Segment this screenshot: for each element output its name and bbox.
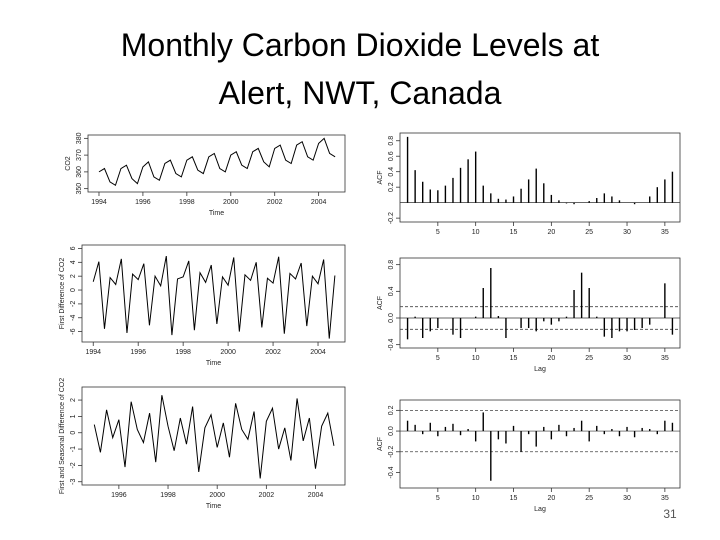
y-tick-label: 0.6: [388, 151, 395, 161]
x-tick-label: 2004: [308, 492, 324, 499]
y-axis-label: ACF: [377, 437, 384, 451]
y-axis-label: ACF: [377, 171, 384, 185]
x-tick-label: 10: [472, 229, 480, 236]
x-tick-label: 1998: [160, 492, 176, 499]
x-tick-label: 35: [661, 355, 669, 362]
y-tick-label: 380: [76, 132, 83, 144]
y-tick-label: 0.0: [388, 313, 395, 323]
x-tick-label: 15: [510, 355, 518, 362]
y-axis-label: ACF: [377, 296, 384, 310]
x-tick-label: 10: [472, 495, 480, 502]
x-tick-label: 15: [510, 495, 518, 502]
y-tick-label: 360: [76, 166, 83, 178]
y-tick-label: 0.2: [388, 182, 395, 192]
y-tick-label: 0.4: [388, 167, 395, 177]
x-tick-label: 2002: [265, 349, 281, 356]
y-tick-label: -0.4: [388, 339, 395, 351]
plot-frame: [399, 399, 681, 489]
x-tick-label: 25: [585, 495, 593, 502]
x-tick-label: 25: [585, 355, 593, 362]
x-tick-label: 2002: [267, 199, 283, 206]
x-tick-label: 1996: [111, 492, 127, 499]
y-tick-label: 0.4: [388, 286, 395, 296]
y-tick-label: 2: [70, 274, 77, 278]
x-tick-label: 25: [585, 229, 593, 236]
y-tick-label: 370: [76, 149, 83, 161]
x-tick-label: 20: [547, 355, 555, 362]
plot-frame: [87, 134, 346, 193]
series-line: [92, 255, 336, 339]
x-tick-label: 2000: [223, 199, 239, 206]
y-tick-label: 0.8: [388, 136, 395, 146]
y-tick-label: -3: [70, 479, 77, 485]
x-tick-label: 2004: [311, 199, 327, 206]
series-line: [98, 137, 336, 187]
y-tick-label: 0.8: [388, 260, 395, 270]
y-axis-label: First Difference of CO2: [59, 258, 66, 330]
y-tick-label: 350: [76, 183, 83, 195]
x-tick-label: 10: [472, 355, 480, 362]
x-tick-label: 35: [661, 495, 669, 502]
x-tick-label: 2002: [259, 492, 275, 499]
plot-frame: [81, 386, 346, 486]
y-tick-label: 2: [70, 398, 77, 402]
y-tick-label: 0: [70, 431, 77, 435]
plot-frame: [399, 257, 681, 349]
y-tick-label: 4: [70, 260, 77, 264]
y-axis-label: CO2: [65, 156, 72, 171]
x-tick-label: 30: [623, 229, 631, 236]
y-tick-label: -1: [70, 446, 77, 452]
page-number: 31: [663, 507, 677, 521]
y-tick-label: -4: [70, 315, 77, 321]
x-axis-label: Time: [209, 210, 224, 217]
y-tick-label: 0.0: [388, 426, 395, 436]
slide-title: Monthly Carbon Dioxide Levels at: [121, 27, 600, 63]
x-axis-label: Lag: [534, 506, 546, 513]
x-tick-label: 15: [510, 229, 518, 236]
x-tick-label: 5: [436, 355, 440, 362]
y-tick-label: -2: [70, 301, 77, 307]
y-tick-label: 6: [70, 246, 77, 250]
x-tick-label: 1994: [91, 199, 107, 206]
x-tick-label: 35: [661, 229, 669, 236]
y-tick-label: -0.2: [388, 446, 395, 458]
x-tick-label: 1998: [179, 199, 195, 206]
x-tick-label: 1996: [130, 349, 146, 356]
y-tick-label: -0.4: [388, 466, 395, 478]
x-tick-label: 2000: [209, 492, 225, 499]
x-tick-label: 2000: [220, 349, 236, 356]
y-tick-label: -2: [70, 462, 77, 468]
y-tick-label: 1: [70, 414, 77, 418]
y-tick-label: -0.2: [388, 212, 395, 224]
x-axis-label: Time: [206, 360, 221, 367]
y-tick-label: 0: [70, 288, 77, 292]
x-tick-label: 5: [436, 229, 440, 236]
x-axis-label: Lag: [534, 366, 546, 373]
x-tick-label: 20: [547, 495, 555, 502]
slide-title: Alert, NWT, Canada: [219, 75, 502, 111]
plot-frame: [81, 244, 346, 343]
y-axis-label: First and Seasonal Difference of CO2: [59, 378, 66, 494]
x-tick-label: 2004: [310, 349, 326, 356]
x-tick-label: 1994: [85, 349, 101, 356]
plot-frame: [399, 132, 681, 223]
x-tick-label: 1998: [175, 349, 191, 356]
x-tick-label: 20: [547, 229, 555, 236]
y-tick-label: 0.2: [388, 405, 395, 415]
x-axis-label: Time: [206, 503, 221, 510]
y-tick-label: -6: [70, 328, 77, 334]
series-line: [93, 395, 335, 479]
x-tick-label: 30: [623, 355, 631, 362]
x-tick-label: 1996: [135, 199, 151, 206]
x-tick-label: 30: [623, 495, 631, 502]
x-tick-label: 5: [436, 495, 440, 502]
